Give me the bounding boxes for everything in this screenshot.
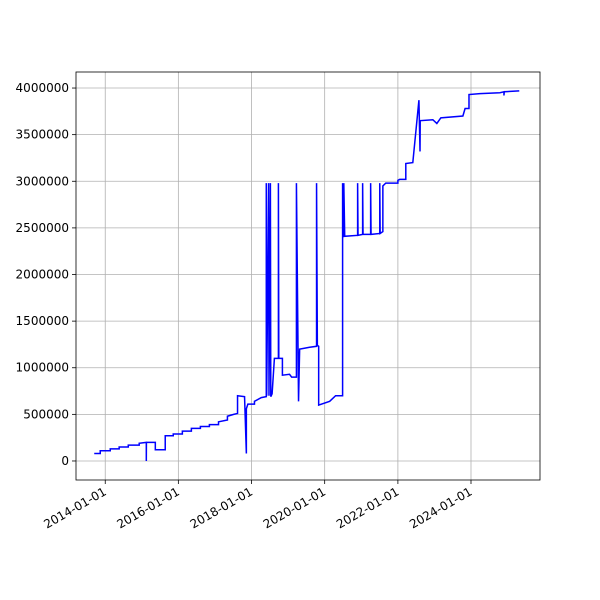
y-tick-label: 4000000 (16, 81, 69, 95)
y-tick-label: 3500000 (16, 128, 69, 142)
y-tick-label: 2000000 (16, 268, 69, 282)
plot-frame (75, 71, 541, 481)
y-tick-label: 1500000 (16, 314, 69, 328)
y-tick-label: 0 (61, 454, 69, 468)
x-tick-label: 2016-01-01 (114, 484, 181, 531)
x-tick-label: 2024-01-01 (407, 484, 474, 531)
y-tick-label: 500000 (23, 407, 69, 421)
x-tick-label: 2020-01-01 (261, 484, 328, 531)
x-tick-label: 2018-01-01 (188, 484, 255, 531)
line (94, 90, 520, 461)
y-tick-label: 2500000 (16, 221, 69, 235)
y-tick-label: 1000000 (16, 361, 69, 375)
x-tick-label: 2014-01-01 (41, 484, 108, 531)
x-tick-label: 2022-01-01 (334, 484, 401, 531)
y-tick-label: 3000000 (16, 174, 69, 188)
plot-area (76, 72, 540, 480)
